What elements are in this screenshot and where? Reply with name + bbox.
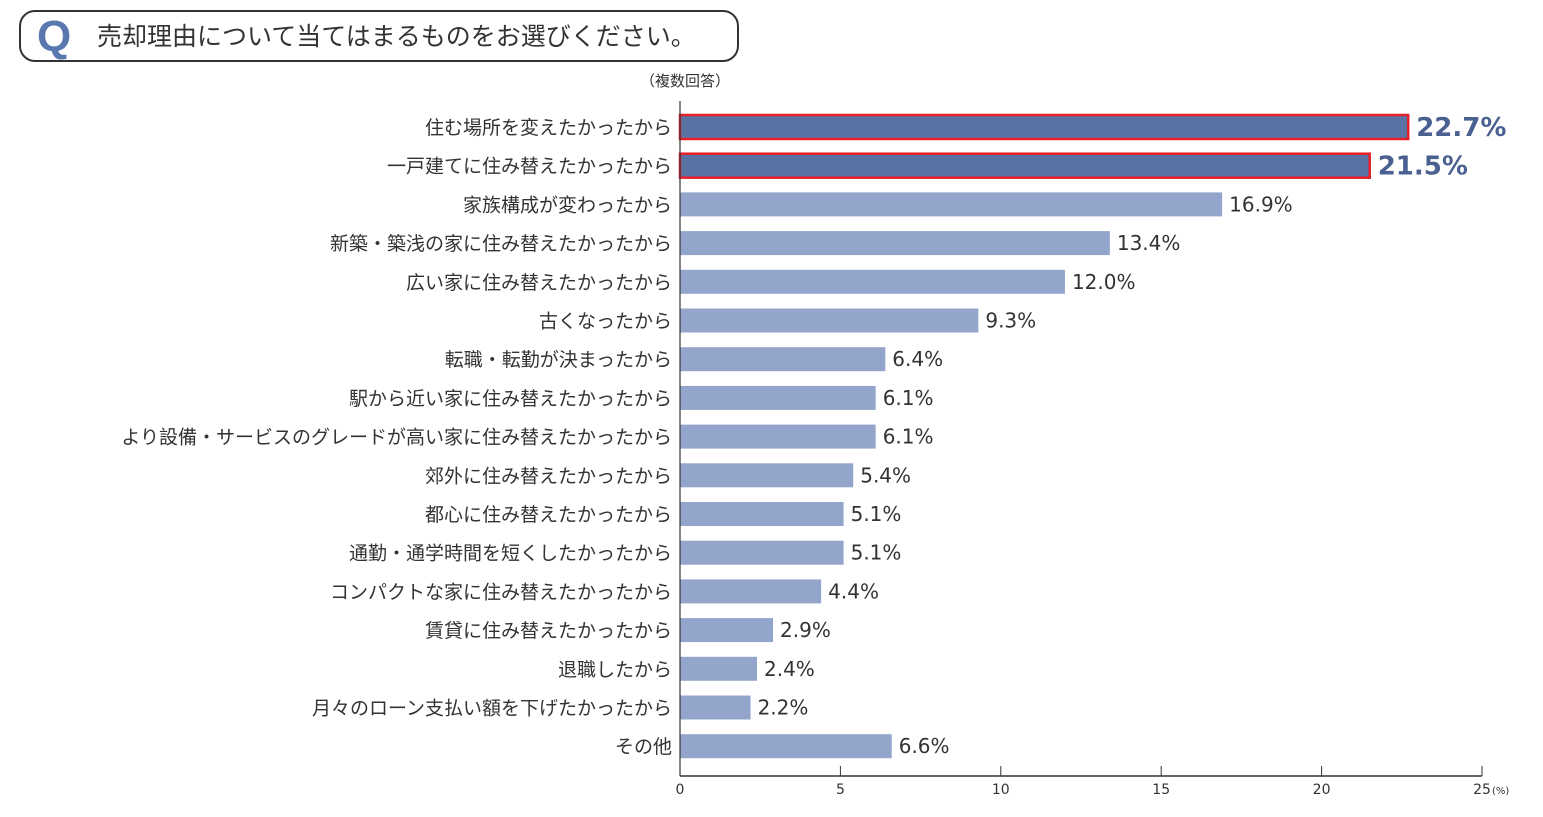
x-tick-label: 0 (676, 782, 685, 798)
question-text: 売却理由について当てはまるものをお選びください。 (97, 22, 696, 51)
category-label: 駅から近い家に住み替えたかったから (349, 388, 672, 410)
value-label: 2.2% (758, 696, 809, 720)
question-box: Q 売却理由について当てはまるものをお選びください。 (19, 10, 739, 62)
bar (680, 656, 757, 681)
value-label: 5.1% (851, 541, 902, 565)
bar (678, 113, 1410, 141)
category-label: 月々のローン支払い額を下げたかったから (312, 698, 672, 720)
category-label: 通勤・通学時間を短くしたかったから (349, 543, 672, 565)
category-label: 家族構成が変わったから (463, 194, 672, 216)
bar (680, 695, 751, 720)
x-tick-label: 25 (1473, 782, 1491, 798)
category-label: 住む場所を変えたかったから (425, 117, 672, 139)
value-label: 12.0% (1072, 270, 1136, 294)
category-label: 古くなったから (539, 311, 672, 333)
bar (680, 308, 979, 333)
category-label: 転職・転勤が決まったから (445, 349, 672, 371)
category-label: 一戸建てに住み替えたかったから (387, 156, 672, 178)
x-tick-label: 5 (836, 782, 845, 798)
bar (680, 734, 892, 759)
category-label: より設備・サービスのグレードが高い家に住み替えたかったから (121, 427, 672, 449)
x-tick-label: 10 (992, 782, 1010, 798)
value-label: 6.1% (883, 425, 934, 449)
bar (680, 269, 1065, 294)
value-label: 6.6% (899, 734, 950, 758)
q-mark: Q (37, 12, 72, 61)
category-label: その他 (615, 736, 672, 758)
bar (680, 385, 876, 410)
category-label: 郊外に住み替えたかったから (425, 465, 672, 487)
value-label: 6.1% (883, 386, 934, 410)
bar (680, 463, 854, 488)
value-label: 2.4% (764, 657, 815, 681)
value-label: 22.7% (1416, 113, 1506, 143)
x-unit-label: (%) (1492, 786, 1509, 797)
category-label: 賃貸に住み替えたかったから (425, 620, 672, 642)
bar (680, 231, 1110, 256)
category-label: 都心に住み替えたかったから (425, 504, 672, 526)
x-tick-label: 20 (1313, 782, 1331, 798)
category-label: 広い家に住み替えたかったから (406, 272, 672, 294)
bar (680, 618, 774, 643)
x-tick-label: 15 (1152, 782, 1170, 798)
value-label: 5.4% (860, 463, 911, 487)
bar (680, 579, 822, 604)
category-label: コンパクトな家に住み替えたかったから (330, 581, 672, 603)
multiple-answer-note: （複数回答） (640, 72, 731, 90)
value-label: 13.4% (1117, 231, 1181, 255)
value-label: 2.9% (780, 618, 831, 642)
category-label: 新築・築浅の家に住み替えたかったから (330, 233, 672, 255)
bar (680, 192, 1223, 217)
bar (680, 347, 886, 372)
value-label: 6.4% (892, 347, 943, 371)
value-label: 16.9% (1229, 192, 1293, 216)
bar (680, 502, 844, 526)
value-label: 5.1% (851, 502, 902, 526)
value-label: 9.3% (985, 309, 1036, 333)
value-label: 21.5% (1378, 152, 1468, 182)
bar (678, 152, 1371, 179)
bar (680, 424, 876, 449)
category-label: 退職したから (558, 659, 672, 681)
bar (680, 540, 844, 565)
value-label: 4.4% (828, 579, 879, 603)
